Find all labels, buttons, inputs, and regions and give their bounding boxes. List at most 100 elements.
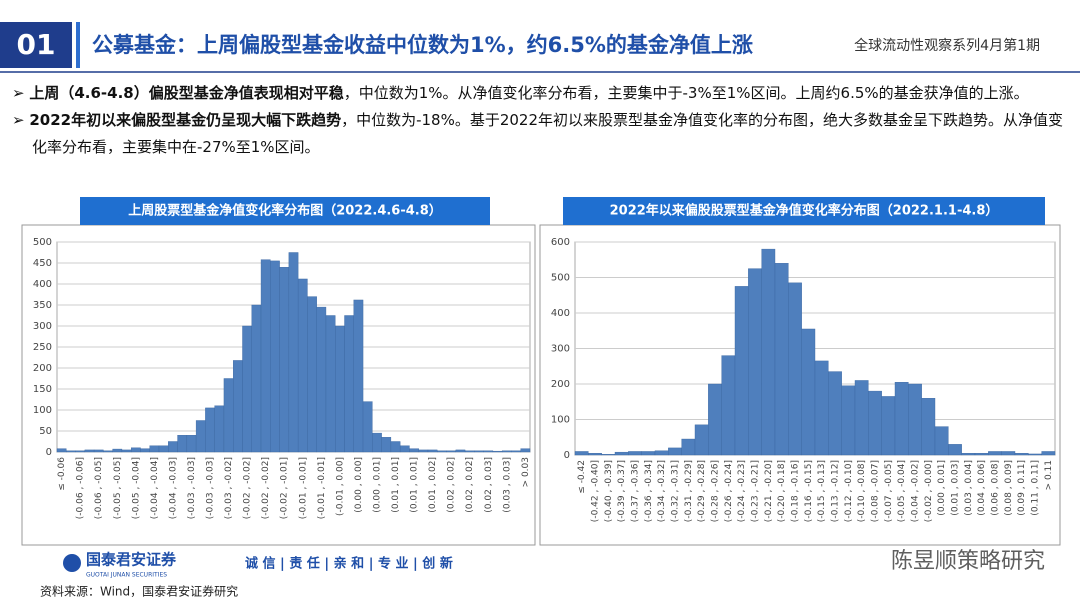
x-tick-label: (-0.16 , -0.15] <box>804 460 814 522</box>
x-tick-label: > 0.03 <box>521 457 531 487</box>
x-tick-label: (-0.06 , -0.06] <box>76 457 86 519</box>
bar <box>279 267 290 453</box>
x-tick-label: (-0.03 , -0.03] <box>187 457 197 519</box>
bar <box>325 315 336 453</box>
x-tick-label: (-0.39 , -0.37] <box>617 460 627 522</box>
bar <box>841 385 856 456</box>
bar <box>149 445 160 453</box>
bar <box>1041 451 1056 456</box>
number-box <box>0 22 72 68</box>
accent <box>76 22 80 68</box>
bar <box>483 450 494 453</box>
bar <box>1014 453 1029 456</box>
section-number: 01 <box>17 28 56 61</box>
x-tick-label: (-0.07 , -0.05] <box>884 460 894 522</box>
y-tick-label: 600 <box>551 237 570 248</box>
bullet-text: ，中位数为-18%。基于2022年初以来股票型基金净值变化率的分布图，绝大多数基… <box>32 111 1064 156</box>
x-tick-label: (-0.01 , -0.01] <box>298 457 308 519</box>
x-tick-label: (0.09 , 0.11] <box>1017 460 1027 516</box>
y-tick-label: 100 <box>33 405 52 416</box>
x-tick-label: (0.01 , 0.03] <box>951 460 961 516</box>
bar <box>399 445 410 453</box>
logo: 国泰君安证券 <box>86 551 177 569</box>
bullets: ➢ 上周（4.6-4.8）偏股型基金净值表现相对平稳，中位数为1%。从净值变化率… <box>12 80 1067 161</box>
y-tick-label: 300 <box>33 321 52 332</box>
bar <box>614 451 629 456</box>
slide-title: 公募基金：上周偏股型基金收益中位数为1%，约6.5%的基金净值上涨 <box>92 33 753 57</box>
bar <box>214 405 225 453</box>
bar <box>223 378 234 453</box>
y-tick-label: 50 <box>39 426 52 437</box>
bar <box>362 401 373 453</box>
x-tick-label: (-0.02 , -0.02] <box>243 457 253 519</box>
bar <box>788 282 802 456</box>
x-tick-label: (0.01 , 0.01] <box>410 457 420 513</box>
x-tick-label: ≤ -0.42 <box>577 460 587 494</box>
x-tick-label: (-0.05 , -0.04] <box>897 460 907 522</box>
bar <box>748 268 762 456</box>
x-tick-label: (-0.03 , -0.03] <box>206 457 216 519</box>
bar <box>260 259 271 453</box>
bar <box>501 450 512 453</box>
x-tick-label: (-0.04 , -0.04] <box>150 457 160 519</box>
x-tick-label: (-0.01 , -0.01] <box>317 457 327 519</box>
x-tick-label: (0.01 , 0.02] <box>428 457 438 513</box>
bar <box>1001 451 1016 456</box>
bar <box>66 450 76 453</box>
bar <box>56 448 67 453</box>
x-tick-label: (0.00 , 0.01] <box>372 457 382 513</box>
logo-en: GUOTAI JUNAN SECURITIES <box>86 572 167 579</box>
watermark: 陈昱顺策略研究 <box>891 549 1045 574</box>
y-tick-label: 500 <box>33 237 52 248</box>
bar <box>961 453 976 456</box>
bar <box>921 398 936 456</box>
bullet-bold: 2022年初以来偏股型基金仍呈现大幅下跌趋势 <box>29 111 342 129</box>
bar <box>492 450 503 453</box>
x-tick-label: (0.00 , 0.01] <box>937 460 947 516</box>
bar <box>721 355 736 456</box>
bar <box>316 306 327 453</box>
bar <box>233 360 243 453</box>
bar <box>511 450 521 453</box>
x-tick-label: (-0.10 , -0.08] <box>857 460 867 522</box>
bar <box>205 407 215 453</box>
bar <box>186 435 197 453</box>
x-tick-label: (-0.08 , -0.07] <box>871 460 881 522</box>
x-tick-label: (-0.12 , -0.10] <box>844 460 854 522</box>
x-tick-label: (0.01 , 0.01] <box>391 457 401 513</box>
y-tick-label: 0 <box>46 447 52 458</box>
bar <box>372 432 382 453</box>
bar <box>446 450 457 453</box>
bar <box>381 437 392 453</box>
bar <box>84 449 95 453</box>
x-tick-label: (-0.40 , -0.39] <box>604 460 614 522</box>
x-tick-label: (-0.01 , 0.00] <box>335 457 345 516</box>
bullet: ➢ 上周（4.6-4.8）偏股型基金净值表现相对平稳，中位数为1%。从净值变化率… <box>12 84 1029 102</box>
bar <box>103 450 113 453</box>
bar <box>168 441 178 453</box>
x-tick-label: (0.02 , 0.03] <box>484 457 494 513</box>
bar <box>761 248 776 456</box>
bar <box>654 450 669 456</box>
bar <box>112 448 123 453</box>
x-tick-label: (-0.15 , -0.13] <box>817 460 827 522</box>
bar <box>130 447 141 453</box>
x-tick-label: (0.06 , 0.08] <box>991 460 1001 516</box>
x-tick-label: (-0.36 , -0.34] <box>644 460 654 522</box>
y-tick-label: 250 <box>33 342 52 353</box>
bar <box>774 263 789 456</box>
bar <box>158 445 169 453</box>
bar <box>694 424 709 456</box>
y-tick-label: 350 <box>33 300 52 311</box>
x-tick-label: (-0.23 , -0.21] <box>751 460 761 522</box>
bar <box>353 299 364 453</box>
bar <box>948 444 962 456</box>
bar <box>270 260 280 453</box>
bar <box>588 453 602 456</box>
x-tick-label: (-0.31 , -0.29] <box>684 460 694 522</box>
bar <box>681 438 696 456</box>
bar <box>288 252 299 453</box>
y-tick-label: 300 <box>551 344 570 355</box>
bar <box>307 296 317 453</box>
